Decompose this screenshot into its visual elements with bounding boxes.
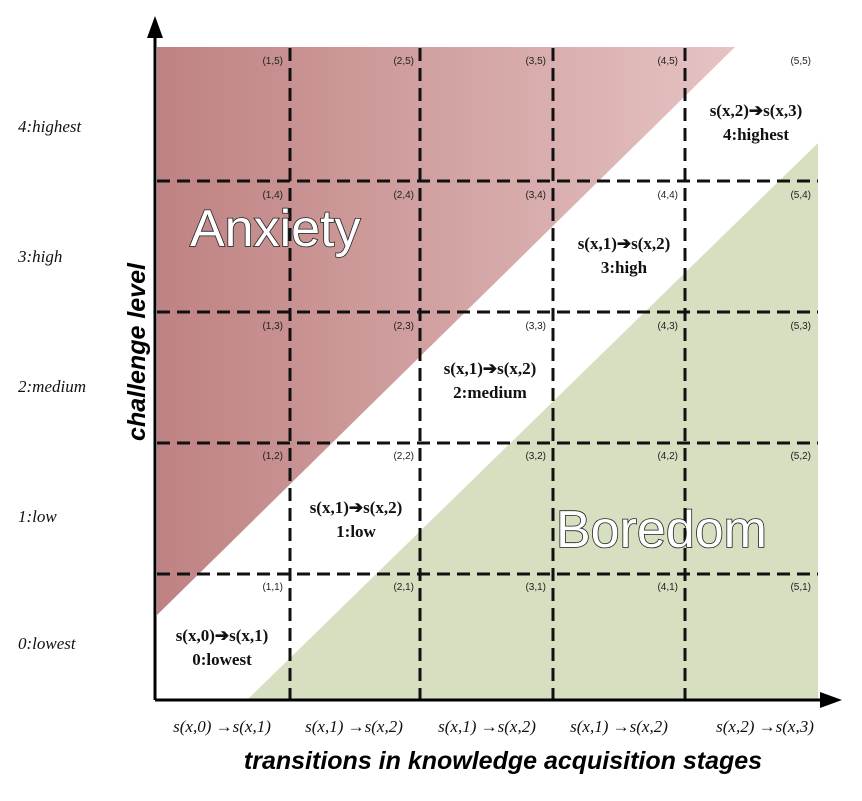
flow-cell-0-transition: s(x,0)➔s(x,1)	[176, 626, 269, 645]
x-label-3: s(x,1) →s(x,2)	[438, 717, 536, 736]
x-axis-arrow-icon	[820, 692, 842, 708]
x-axis-title: transitions in knowledge acquisition sta…	[244, 747, 762, 775]
cell-coordinate: (5,1)	[790, 582, 811, 593]
x-axis-labels: s(x,0) →s(x,1) s(x,1) →s(x,2) s(x,1) →s(…	[173, 717, 814, 736]
y-axis-arrow-icon	[147, 16, 163, 38]
flow-zone-labels: s(x,0)➔s(x,1) 0:lowest s(x,1)➔s(x,2) 1:l…	[176, 101, 803, 669]
x-label-2: s(x,1) →s(x,2)	[305, 717, 403, 736]
flow-cell-1-transition: s(x,1)➔s(x,2)	[310, 498, 403, 517]
cell-coordinate: (5,4)	[790, 190, 811, 201]
cell-coordinate: (3,4)	[525, 190, 546, 201]
cell-coordinate: (1,3)	[262, 321, 283, 332]
cell-coordinate: (4,3)	[657, 321, 678, 332]
y-label-4: 4:highest	[18, 117, 83, 136]
cell-coordinate: (1,4)	[262, 190, 283, 201]
flow-cell-4-transition: s(x,2)➔s(x,3)	[710, 101, 803, 120]
x-label-1: s(x,0) →s(x,1)	[173, 717, 271, 736]
cell-coordinate: (3,3)	[525, 321, 546, 332]
flow-cell-0-level: 0:lowest	[192, 650, 252, 669]
anxiety-label: Anxiety	[190, 200, 361, 258]
cell-coordinate: (4,2)	[657, 451, 678, 462]
flow-cell-2-level: 2:medium	[453, 383, 527, 402]
boredom-label: Boredom	[556, 501, 767, 559]
flow-cell-3-transition: s(x,1)➔s(x,2)	[578, 234, 671, 253]
cell-coordinates: (1,5) (2,5) (3,5) (4,5) (5,5) (1,4) (2,4) (3,4)…	[262, 56, 811, 593]
flow-cell-2-transition: s(x,1)➔s(x,2)	[444, 359, 537, 378]
flow-cell-3-level: 3:high	[601, 258, 648, 277]
cell-coordinate: (1,5)	[262, 56, 283, 67]
y-label-0: 0:lowest	[18, 634, 77, 653]
cell-coordinate: (4,4)	[657, 190, 678, 201]
y-label-1: 1:low	[18, 507, 57, 526]
y-axis-title: challenge level	[123, 262, 151, 441]
anxiety-region	[157, 47, 735, 615]
cell-coordinate: (2,2)	[393, 451, 414, 462]
x-label-4: s(x,1) →s(x,2)	[570, 717, 668, 736]
cell-coordinate: (1,1)	[262, 582, 283, 593]
cell-coordinate: (2,1)	[393, 582, 414, 593]
y-label-2: 2:medium	[18, 377, 86, 396]
flow-cell-1-level: 1:low	[336, 522, 376, 541]
cell-coordinate: (1,2)	[262, 451, 283, 462]
cell-coordinate: (2,5)	[393, 56, 414, 67]
axes	[147, 16, 842, 708]
cell-coordinate: (5,5)	[790, 56, 811, 67]
cell-coordinate: (4,1)	[657, 582, 678, 593]
cell-coordinate: (2,3)	[393, 321, 414, 332]
flow-cell-4-level: 4:highest	[723, 125, 789, 144]
x-label-5: s(x,2) →s(x,3)	[716, 717, 814, 736]
cell-coordinate: (4,5)	[657, 56, 678, 67]
cell-coordinate: (5,2)	[790, 451, 811, 462]
cell-coordinate: (3,1)	[525, 582, 546, 593]
grid-lines	[157, 48, 818, 700]
cell-coordinate: (2,4)	[393, 190, 414, 201]
cell-coordinate: (3,5)	[525, 56, 546, 67]
y-axis-labels: 0:lowest 1:low 2:medium 3:high 4:highest	[17, 117, 86, 653]
y-label-3: 3:high	[17, 247, 62, 266]
cell-coordinate: (5,3)	[790, 321, 811, 332]
boredom-region	[247, 143, 818, 700]
cell-coordinate: (3,2)	[525, 451, 546, 462]
